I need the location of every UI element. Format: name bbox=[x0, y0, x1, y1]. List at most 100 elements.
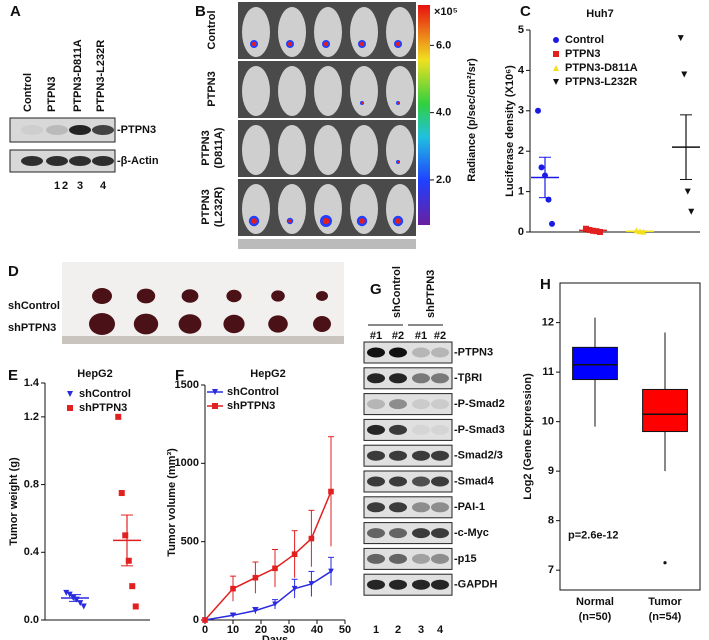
mouse bbox=[278, 125, 306, 175]
data-point bbox=[677, 35, 684, 42]
blot bbox=[363, 547, 453, 570]
tumor bbox=[136, 288, 156, 304]
data-point bbox=[597, 229, 603, 235]
y-tick-label: 10 bbox=[542, 416, 554, 428]
data-point bbox=[252, 607, 259, 614]
legend-marker bbox=[553, 37, 559, 43]
y-tick-label: 1.2 bbox=[24, 411, 39, 423]
lane-number: 3 bbox=[77, 180, 83, 192]
data-point bbox=[308, 535, 315, 542]
blot-band bbox=[389, 502, 407, 513]
panel-letter: B bbox=[195, 3, 206, 20]
panel-letter: F bbox=[175, 367, 184, 384]
lane-label: #1 bbox=[370, 330, 382, 342]
blot-band bbox=[92, 156, 114, 166]
blot-band bbox=[367, 424, 385, 435]
data-point bbox=[308, 581, 315, 587]
blot-band bbox=[412, 373, 430, 384]
annotation: p=2.6e-12 bbox=[568, 529, 618, 541]
band-label: -β-Actin bbox=[117, 155, 159, 167]
column-label: PTPN3-D811A bbox=[72, 39, 84, 112]
blot-band bbox=[412, 399, 430, 410]
blot-band bbox=[367, 476, 385, 487]
band-label: -P-Smad3 bbox=[454, 424, 505, 436]
blot-band bbox=[367, 450, 385, 461]
group-label: shControl bbox=[391, 266, 403, 318]
y-axis-label: Tumor weight (g) bbox=[8, 457, 20, 546]
row-label: PTPN3 bbox=[200, 130, 212, 165]
mouse bbox=[242, 7, 270, 57]
data-point bbox=[125, 557, 132, 564]
lane-number: 4 bbox=[100, 180, 107, 192]
mouse bbox=[386, 66, 414, 116]
data-point bbox=[535, 107, 541, 114]
blot-band bbox=[21, 156, 43, 166]
blot-band bbox=[92, 125, 114, 135]
tumor bbox=[268, 315, 288, 333]
lane-label: #2 bbox=[434, 330, 446, 342]
ruler bbox=[62, 336, 344, 344]
legend-marker bbox=[553, 65, 559, 71]
tumor bbox=[133, 313, 159, 335]
x-tick-label: 0 bbox=[202, 624, 208, 636]
band-label: -Smad2/3 bbox=[454, 450, 503, 462]
band-label: -p15 bbox=[454, 553, 477, 565]
y-tick-label: 1 bbox=[518, 186, 524, 198]
blot-band bbox=[431, 450, 449, 461]
colorbar-label: Radiance (p/sec/cm²/sr) bbox=[466, 58, 478, 182]
legend-label: PTPN3 bbox=[565, 48, 600, 60]
lane-number: 2 bbox=[395, 624, 401, 636]
data-point bbox=[684, 188, 691, 195]
signal bbox=[287, 41, 293, 47]
y-tick-label: 5 bbox=[518, 24, 524, 36]
data-point bbox=[545, 196, 552, 203]
blot-band bbox=[431, 347, 449, 358]
mouse bbox=[278, 66, 306, 116]
tumor bbox=[178, 314, 202, 334]
blot-band bbox=[431, 424, 449, 435]
data-point bbox=[291, 551, 298, 557]
blot-band bbox=[46, 156, 68, 166]
data-point bbox=[272, 601, 278, 608]
colorbar-unit: ×10⁵ bbox=[434, 6, 458, 18]
mouse bbox=[350, 125, 378, 175]
lane-label: #2 bbox=[392, 330, 404, 342]
band-label: -GAPDH bbox=[454, 579, 497, 591]
data-point bbox=[252, 574, 259, 581]
column-label: Control bbox=[22, 73, 34, 112]
blot-band bbox=[412, 476, 430, 487]
x-axis-label: Days bbox=[262, 634, 288, 640]
data-point bbox=[115, 413, 122, 420]
mouse bbox=[242, 184, 270, 234]
data-point bbox=[230, 585, 236, 592]
legend-label: PTPN3-L232R bbox=[565, 76, 637, 88]
y-tick-label: 0.8 bbox=[24, 478, 39, 490]
y-tick-label: 0 bbox=[193, 614, 199, 626]
band-label: -TβRI bbox=[454, 372, 482, 384]
lane-label: #1 bbox=[415, 330, 427, 342]
legend-marker bbox=[212, 389, 218, 395]
row-label: (L232R) bbox=[213, 186, 225, 227]
series-line bbox=[204, 570, 332, 621]
legend-marker bbox=[67, 391, 73, 397]
blot-band bbox=[389, 553, 407, 564]
y-tick-label: 0.4 bbox=[24, 546, 40, 558]
y-tick-label: 1500 bbox=[175, 379, 199, 391]
mouse bbox=[278, 7, 306, 57]
data-point bbox=[129, 583, 136, 590]
blot-band bbox=[431, 528, 449, 539]
blot-band bbox=[389, 424, 407, 435]
legend-marker bbox=[553, 79, 559, 85]
blot bbox=[363, 470, 453, 493]
data-point bbox=[118, 490, 125, 497]
lane-number: 4 bbox=[437, 624, 444, 636]
mouse bbox=[242, 66, 270, 116]
signal bbox=[322, 217, 330, 225]
lane-number: 2 bbox=[62, 180, 68, 192]
band-label: -P-Smad2 bbox=[454, 398, 505, 410]
tumor bbox=[181, 289, 199, 303]
mouse bbox=[350, 66, 378, 116]
tumor bbox=[223, 314, 245, 334]
blot-band bbox=[431, 476, 449, 487]
panel-letter: D bbox=[8, 263, 19, 280]
